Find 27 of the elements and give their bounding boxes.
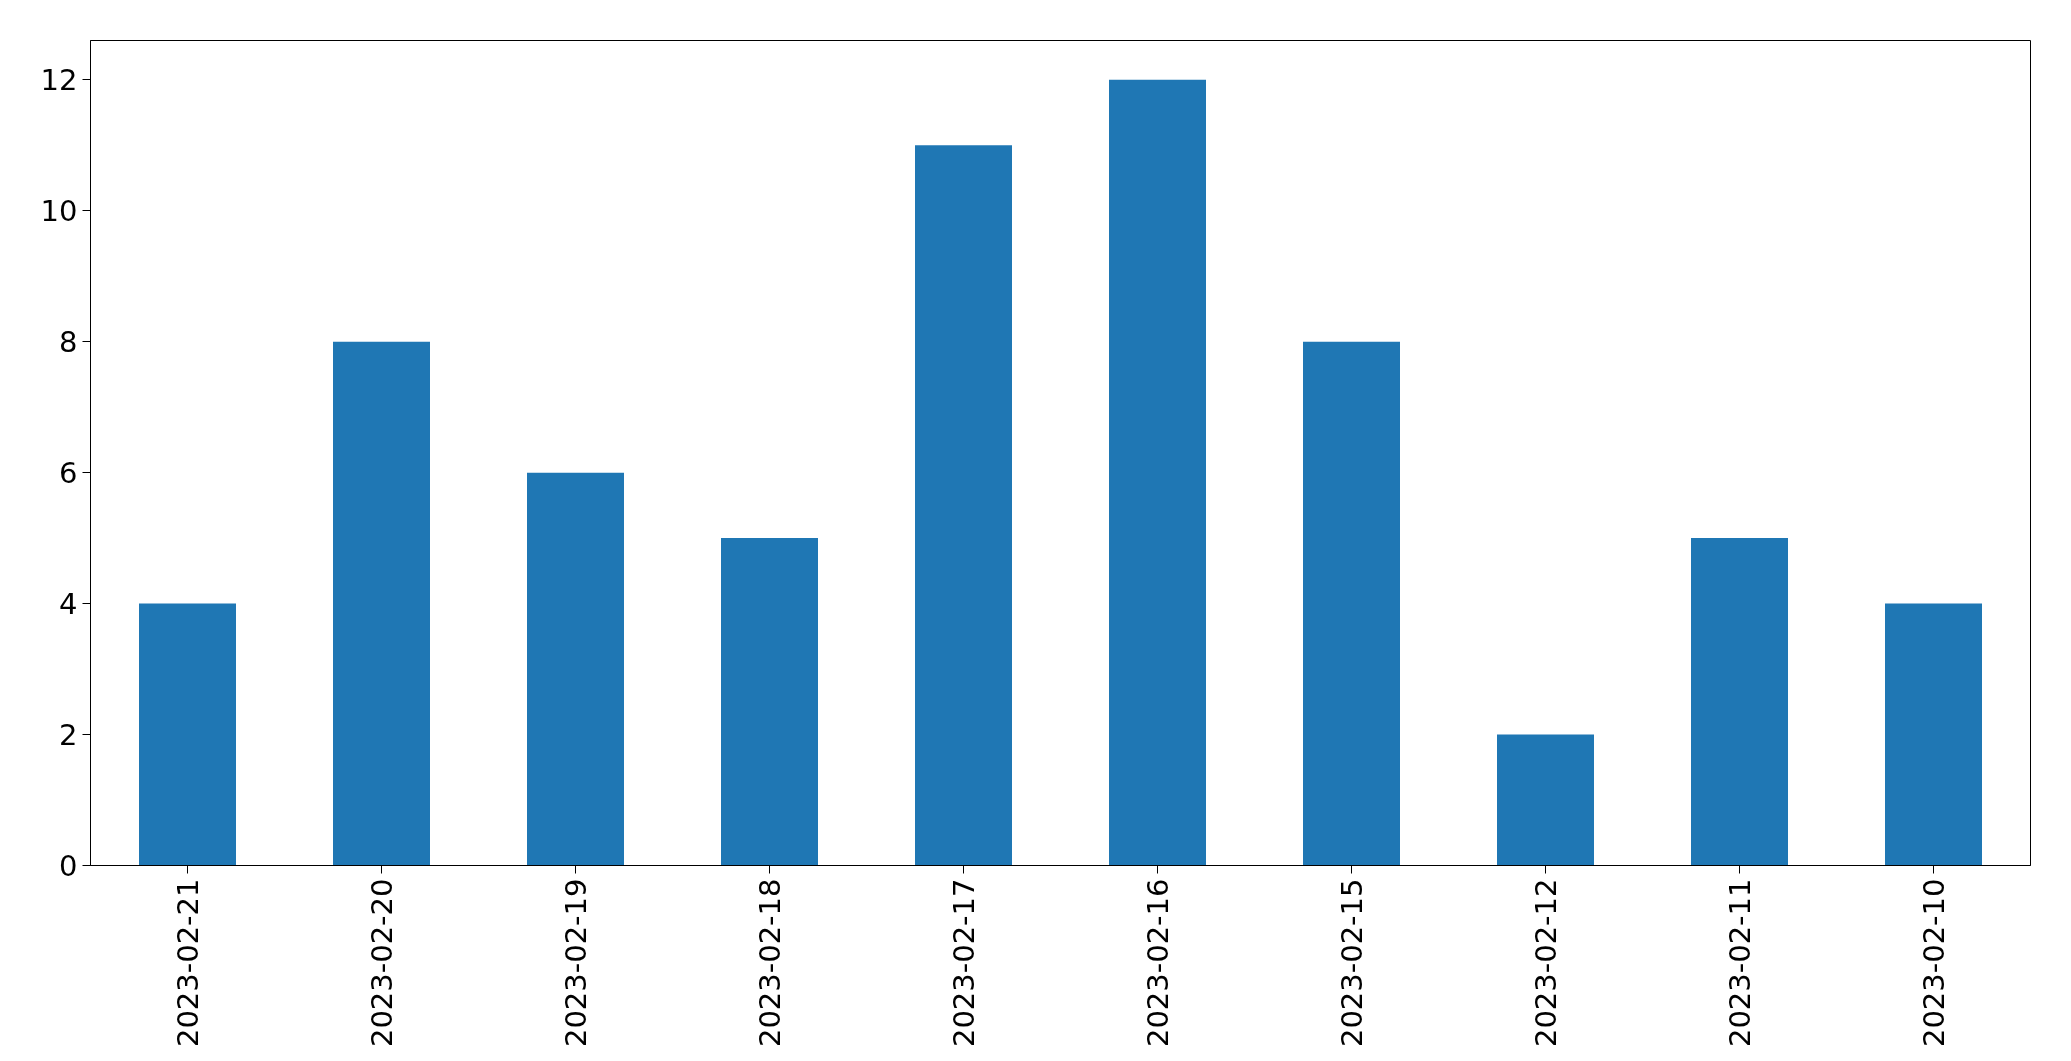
x-tick-label: 2023-02-17: [947, 878, 981, 1048]
bar: [915, 145, 1012, 866]
y-tick-label: 6: [59, 456, 78, 491]
bar: [527, 472, 624, 866]
bar: [1497, 734, 1594, 866]
bar: [1109, 79, 1206, 866]
bar: [1885, 603, 1982, 866]
x-tick-label: 2023-02-16: [1141, 878, 1175, 1048]
y-tick-label: 8: [59, 325, 78, 360]
bar: [333, 341, 430, 866]
x-tick-label: 2023-02-10: [1917, 878, 1951, 1048]
y-tick-label: 2: [59, 718, 78, 753]
y-tick-label: 10: [40, 194, 78, 229]
y-tick-label: 0: [59, 849, 78, 883]
x-tick-label: 2023-02-11: [1723, 878, 1757, 1048]
x-tick-label: 2023-02-12: [1529, 878, 1563, 1048]
x-tick-label: 2023-02-18: [753, 878, 787, 1048]
x-tick-label: 2023-02-20: [365, 878, 399, 1048]
x-tick-label: 2023-02-19: [559, 878, 593, 1048]
y-tick-label: 4: [59, 587, 78, 622]
bar: [1303, 341, 1400, 866]
x-tick-label: 2023-02-15: [1335, 878, 1369, 1048]
bar: [1691, 538, 1788, 866]
y-tick-label: 12: [40, 63, 78, 98]
bar: [139, 603, 236, 866]
bar: [721, 538, 818, 866]
x-tick-label: 2023-02-21: [171, 878, 205, 1048]
